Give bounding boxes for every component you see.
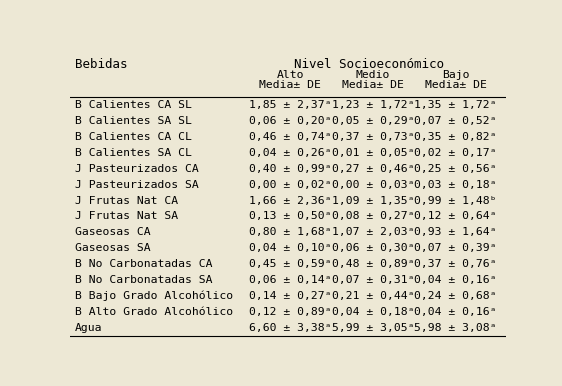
Text: 0,37 ± 0,73ᵃ: 0,37 ± 0,73ᵃ: [332, 132, 414, 142]
Text: 6,60 ± 3,38ᵃ: 6,60 ± 3,38ᵃ: [249, 323, 332, 333]
Text: Medio: Medio: [356, 69, 390, 80]
Text: B Calientes CA SL: B Calientes CA SL: [75, 100, 192, 110]
Text: 0,45 ± 0,59ᵃ: 0,45 ± 0,59ᵃ: [249, 259, 332, 269]
Text: 0,40 ± 0,99ᵃ: 0,40 ± 0,99ᵃ: [249, 164, 332, 174]
Text: Media± DE: Media± DE: [259, 80, 321, 90]
Text: 0,24 ± 0,68ᵃ: 0,24 ± 0,68ᵃ: [414, 291, 497, 301]
Text: 1,85 ± 2,37ᵃ: 1,85 ± 2,37ᵃ: [249, 100, 332, 110]
Text: 1,23 ± 1,72ᵃ: 1,23 ± 1,72ᵃ: [332, 100, 414, 110]
Text: B Calientes SA SL: B Calientes SA SL: [75, 116, 192, 126]
Text: 0,04 ± 0,18ᵃ: 0,04 ± 0,18ᵃ: [332, 307, 414, 317]
Text: B Calientes CA CL: B Calientes CA CL: [75, 132, 192, 142]
Text: B Bajo Grado Alcohólico: B Bajo Grado Alcohólico: [75, 291, 233, 301]
Text: 0,01 ± 0,05ᵃ: 0,01 ± 0,05ᵃ: [332, 148, 414, 157]
Text: B No Carbonatadas SA: B No Carbonatadas SA: [75, 275, 212, 285]
Text: 0,07 ± 0,52ᵃ: 0,07 ± 0,52ᵃ: [414, 116, 497, 126]
Text: 1,07 ± 2,03ᵃ: 1,07 ± 2,03ᵃ: [332, 227, 414, 237]
Text: 5,98 ± 3,08ᵃ: 5,98 ± 3,08ᵃ: [414, 323, 497, 333]
Text: Bajo: Bajo: [442, 69, 469, 80]
Text: 0,99 ± 1,48ᵇ: 0,99 ± 1,48ᵇ: [414, 196, 497, 205]
Text: Media± DE: Media± DE: [425, 80, 487, 90]
Text: 0,07 ± 0,39ᵃ: 0,07 ± 0,39ᵃ: [414, 244, 497, 253]
Text: 1,09 ± 1,35ᵃ: 1,09 ± 1,35ᵃ: [332, 196, 414, 205]
Text: 1,66 ± 2,36ᵃ: 1,66 ± 2,36ᵃ: [249, 196, 332, 205]
Text: 0,12 ± 0,64ᵃ: 0,12 ± 0,64ᵃ: [414, 212, 497, 222]
Text: 0,13 ± 0,50ᵃ: 0,13 ± 0,50ᵃ: [249, 212, 332, 222]
Text: Agua: Agua: [75, 323, 102, 333]
Text: 0,06 ± 0,14ᵃ: 0,06 ± 0,14ᵃ: [249, 275, 332, 285]
Text: 0,27 ± 0,46ᵃ: 0,27 ± 0,46ᵃ: [332, 164, 414, 174]
Text: 1,35 ± 1,72ᵃ: 1,35 ± 1,72ᵃ: [414, 100, 497, 110]
Text: 5,99 ± 3,05ᵃ: 5,99 ± 3,05ᵃ: [332, 323, 414, 333]
Text: Bebidas: Bebidas: [75, 58, 127, 71]
Text: 0,21 ± 0,44ᵃ: 0,21 ± 0,44ᵃ: [332, 291, 414, 301]
Text: 0,48 ± 0,89ᵃ: 0,48 ± 0,89ᵃ: [332, 259, 414, 269]
Text: 0,12 ± 0,89ᵃ: 0,12 ± 0,89ᵃ: [249, 307, 332, 317]
Text: 0,80 ± 1,68ᵃ: 0,80 ± 1,68ᵃ: [249, 227, 332, 237]
Text: 0,00 ± 0,02ᵃ: 0,00 ± 0,02ᵃ: [249, 179, 332, 190]
Text: 0,00 ± 0,03ᵃ: 0,00 ± 0,03ᵃ: [332, 179, 414, 190]
Text: 0,14 ± 0,27ᵃ: 0,14 ± 0,27ᵃ: [249, 291, 332, 301]
Text: 0,06 ± 0,30ᵃ: 0,06 ± 0,30ᵃ: [332, 244, 414, 253]
Text: 0,04 ± 0,10ᵃ: 0,04 ± 0,10ᵃ: [249, 244, 332, 253]
Text: 0,07 ± 0,31ᵃ: 0,07 ± 0,31ᵃ: [332, 275, 414, 285]
Text: 0,06 ± 0,20ᵃ: 0,06 ± 0,20ᵃ: [249, 116, 332, 126]
Text: 0,25 ± 0,56ᵃ: 0,25 ± 0,56ᵃ: [414, 164, 497, 174]
Text: B No Carbonatadas CA: B No Carbonatadas CA: [75, 259, 212, 269]
Text: 0,35 ± 0,82ᵃ: 0,35 ± 0,82ᵃ: [414, 132, 497, 142]
Text: 0,03 ± 0,18ᵃ: 0,03 ± 0,18ᵃ: [414, 179, 497, 190]
Text: 0,02 ± 0,17ᵃ: 0,02 ± 0,17ᵃ: [414, 148, 497, 157]
Text: 0,04 ± 0,16ᵃ: 0,04 ± 0,16ᵃ: [414, 275, 497, 285]
Text: Media± DE: Media± DE: [342, 80, 404, 90]
Text: 0,93 ± 1,64ᵃ: 0,93 ± 1,64ᵃ: [414, 227, 497, 237]
Text: B Alto Grado Alcohólico: B Alto Grado Alcohólico: [75, 307, 233, 317]
Text: Nivel Socioeconómico: Nivel Socioeconómico: [293, 58, 443, 71]
Text: 0,08 ± 0,27ᵃ: 0,08 ± 0,27ᵃ: [332, 212, 414, 222]
Text: B Calientes SA CL: B Calientes SA CL: [75, 148, 192, 157]
Text: 0,46 ± 0,74ᵃ: 0,46 ± 0,74ᵃ: [249, 132, 332, 142]
Text: Alto: Alto: [277, 69, 304, 80]
Text: Gaseosas SA: Gaseosas SA: [75, 244, 150, 253]
Text: 0,04 ± 0,26ᵃ: 0,04 ± 0,26ᵃ: [249, 148, 332, 157]
Text: J Frutas Nat SA: J Frutas Nat SA: [75, 212, 178, 222]
Text: 0,37 ± 0,76ᵃ: 0,37 ± 0,76ᵃ: [414, 259, 497, 269]
Text: J Frutas Nat CA: J Frutas Nat CA: [75, 196, 178, 205]
Text: J Pasteurizados CA: J Pasteurizados CA: [75, 164, 198, 174]
Text: 0,04 ± 0,16ᵃ: 0,04 ± 0,16ᵃ: [414, 307, 497, 317]
Text: Gaseosas CA: Gaseosas CA: [75, 227, 150, 237]
Text: 0,05 ± 0,29ᵃ: 0,05 ± 0,29ᵃ: [332, 116, 414, 126]
Text: J Pasteurizados SA: J Pasteurizados SA: [75, 179, 198, 190]
